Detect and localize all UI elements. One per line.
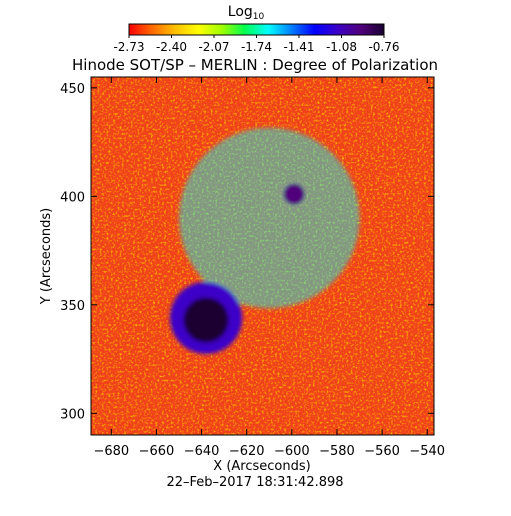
colorbar <box>128 23 385 36</box>
x-tick-label: −680 <box>93 444 129 459</box>
pore-mark <box>282 182 306 206</box>
polarization-map <box>91 77 434 435</box>
chart-title: Hinode SOT/SP – MERLIN : Degree of Polar… <box>72 56 438 74</box>
y-axis: 300 350 400 450 <box>60 82 434 422</box>
x-tick-label: −540 <box>409 444 445 459</box>
colorbar-tick-label: -1.74 <box>241 40 272 54</box>
colorbar-ticks: -2.73 -2.40 -2.07 -1.74 -1.41 -1.08 -0.76 <box>113 35 400 54</box>
colorbar-tick-label: -1.41 <box>283 40 314 54</box>
plot-frame <box>90 76 435 436</box>
x-tick-label: −620 <box>229 444 265 459</box>
x-tick-label: −600 <box>274 444 310 459</box>
plage-network-mark <box>179 127 360 309</box>
colorbar-label: Log10 <box>228 4 265 22</box>
x-axis-label: X (Arcseconds) <box>213 459 310 474</box>
colorbar-tick-label: -0.76 <box>368 40 399 54</box>
x-axis: −680 −660 −640 −620 −600 −580 −560 −540 <box>93 77 445 459</box>
sunspot-umbra-mark <box>183 297 229 343</box>
x-tick-label: −640 <box>184 444 220 459</box>
colorbar-tick-label: -1.08 <box>326 40 357 54</box>
colorbar-tick-label: -2.40 <box>156 40 187 54</box>
timestamp: 22–Feb–2017 18:31:42.898 <box>166 475 343 490</box>
x-tick-label: −560 <box>364 444 400 459</box>
x-tick-label: −660 <box>139 444 175 459</box>
y-tick-label: 400 <box>60 190 85 205</box>
y-tick-label: 350 <box>60 299 85 314</box>
colorbar-tick-label: -2.07 <box>198 40 229 54</box>
y-axis-label: Y (Arcseconds) <box>39 208 54 305</box>
y-tick-label: 300 <box>60 407 85 422</box>
y-tick-label: 450 <box>60 82 85 97</box>
colorbar-tick-label: -2.73 <box>113 40 144 54</box>
x-tick-label: −580 <box>319 444 355 459</box>
